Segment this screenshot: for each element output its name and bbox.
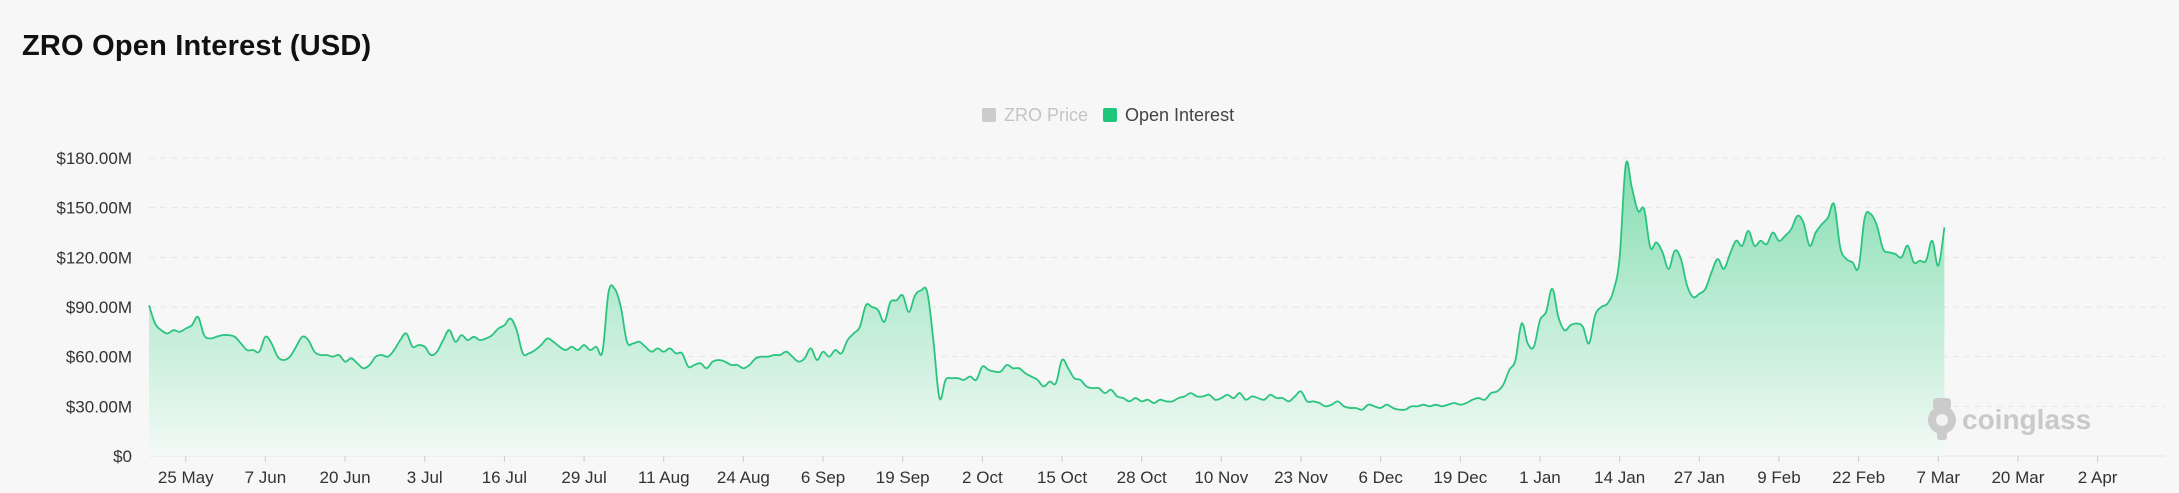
legend-label-open-interest: Open Interest [1125, 105, 1234, 125]
legend: ZRO Price Open Interest [982, 105, 1234, 125]
x-axis: 25 May 7 Jun 20 Jun 3 Jul 16 Jul 29 Jul 11 Aug… [158, 456, 2118, 487]
y-tick-label: $90.00M [66, 298, 132, 317]
series-open-interest [148, 160, 1946, 456]
x-tick-label: 23 Nov [1274, 468, 1328, 487]
x-tick-label: 10 Nov [1194, 468, 1248, 487]
x-tick-label: 1 Jan [1519, 468, 1561, 487]
x-tick-label: 28 Oct [1117, 468, 1167, 487]
watermark-text: coinglass [1962, 404, 2091, 435]
x-tick-label: 20 Jun [320, 468, 371, 487]
x-tick-label: 14 Jan [1594, 468, 1645, 487]
x-tick-label: 11 Aug [638, 468, 690, 487]
legend-item-open-interest[interactable]: Open Interest [1103, 105, 1234, 125]
x-tick-label: 22 Feb [1832, 468, 1885, 487]
legend-item-zro-price[interactable]: ZRO Price [982, 105, 1088, 125]
x-tick-label: 2 Oct [962, 468, 1003, 487]
page-title: ZRO Open Interest (USD) [22, 30, 372, 62]
y-tick-label: $60.00M [66, 348, 132, 367]
open-interest-area-fill [149, 161, 1945, 456]
x-tick-label: 27 Jan [1674, 468, 1725, 487]
x-tick-label: 24 Aug [717, 468, 770, 487]
x-tick-label: 6 Sep [801, 468, 845, 487]
x-tick-label: 19 Sep [876, 468, 930, 487]
legend-swatch-zro-price [982, 108, 996, 122]
coinglass-logo-icon [1928, 398, 1956, 440]
x-tick-label: 19 Dec [1433, 468, 1487, 487]
x-tick-label: 9 Feb [1757, 468, 1800, 487]
x-tick-label: 15 Oct [1037, 468, 1087, 487]
x-tick-label: 7 Mar [1917, 468, 1961, 487]
x-tick-label: 3 Jul [407, 468, 443, 487]
x-tick-label: 25 May [158, 468, 214, 487]
y-tick-label: $150.00M [56, 199, 132, 218]
x-tick-label: 16 Jul [482, 468, 527, 487]
y-tick-label: $120.00M [56, 248, 132, 267]
x-tick-label: 29 Jul [561, 468, 606, 487]
y-axis: $0 $30.00M $60.00M $90.00M $120.00M $150.00M $… [56, 149, 132, 466]
x-tick-label: 7 Jun [245, 468, 287, 487]
open-interest-line [148, 160, 1946, 411]
watermark: coinglass [1928, 398, 2091, 440]
x-tick-label: 6 Dec [1358, 468, 1403, 487]
legend-swatch-open-interest [1103, 108, 1117, 122]
y-tick-label: $0 [113, 447, 132, 466]
y-tick-label: $180.00M [56, 149, 132, 168]
x-tick-label: 2 Apr [2078, 468, 2118, 487]
legend-label-zro-price: ZRO Price [1004, 105, 1088, 125]
y-tick-label: $30.00M [66, 397, 132, 416]
x-tick-label: 20 Mar [1991, 468, 2044, 487]
